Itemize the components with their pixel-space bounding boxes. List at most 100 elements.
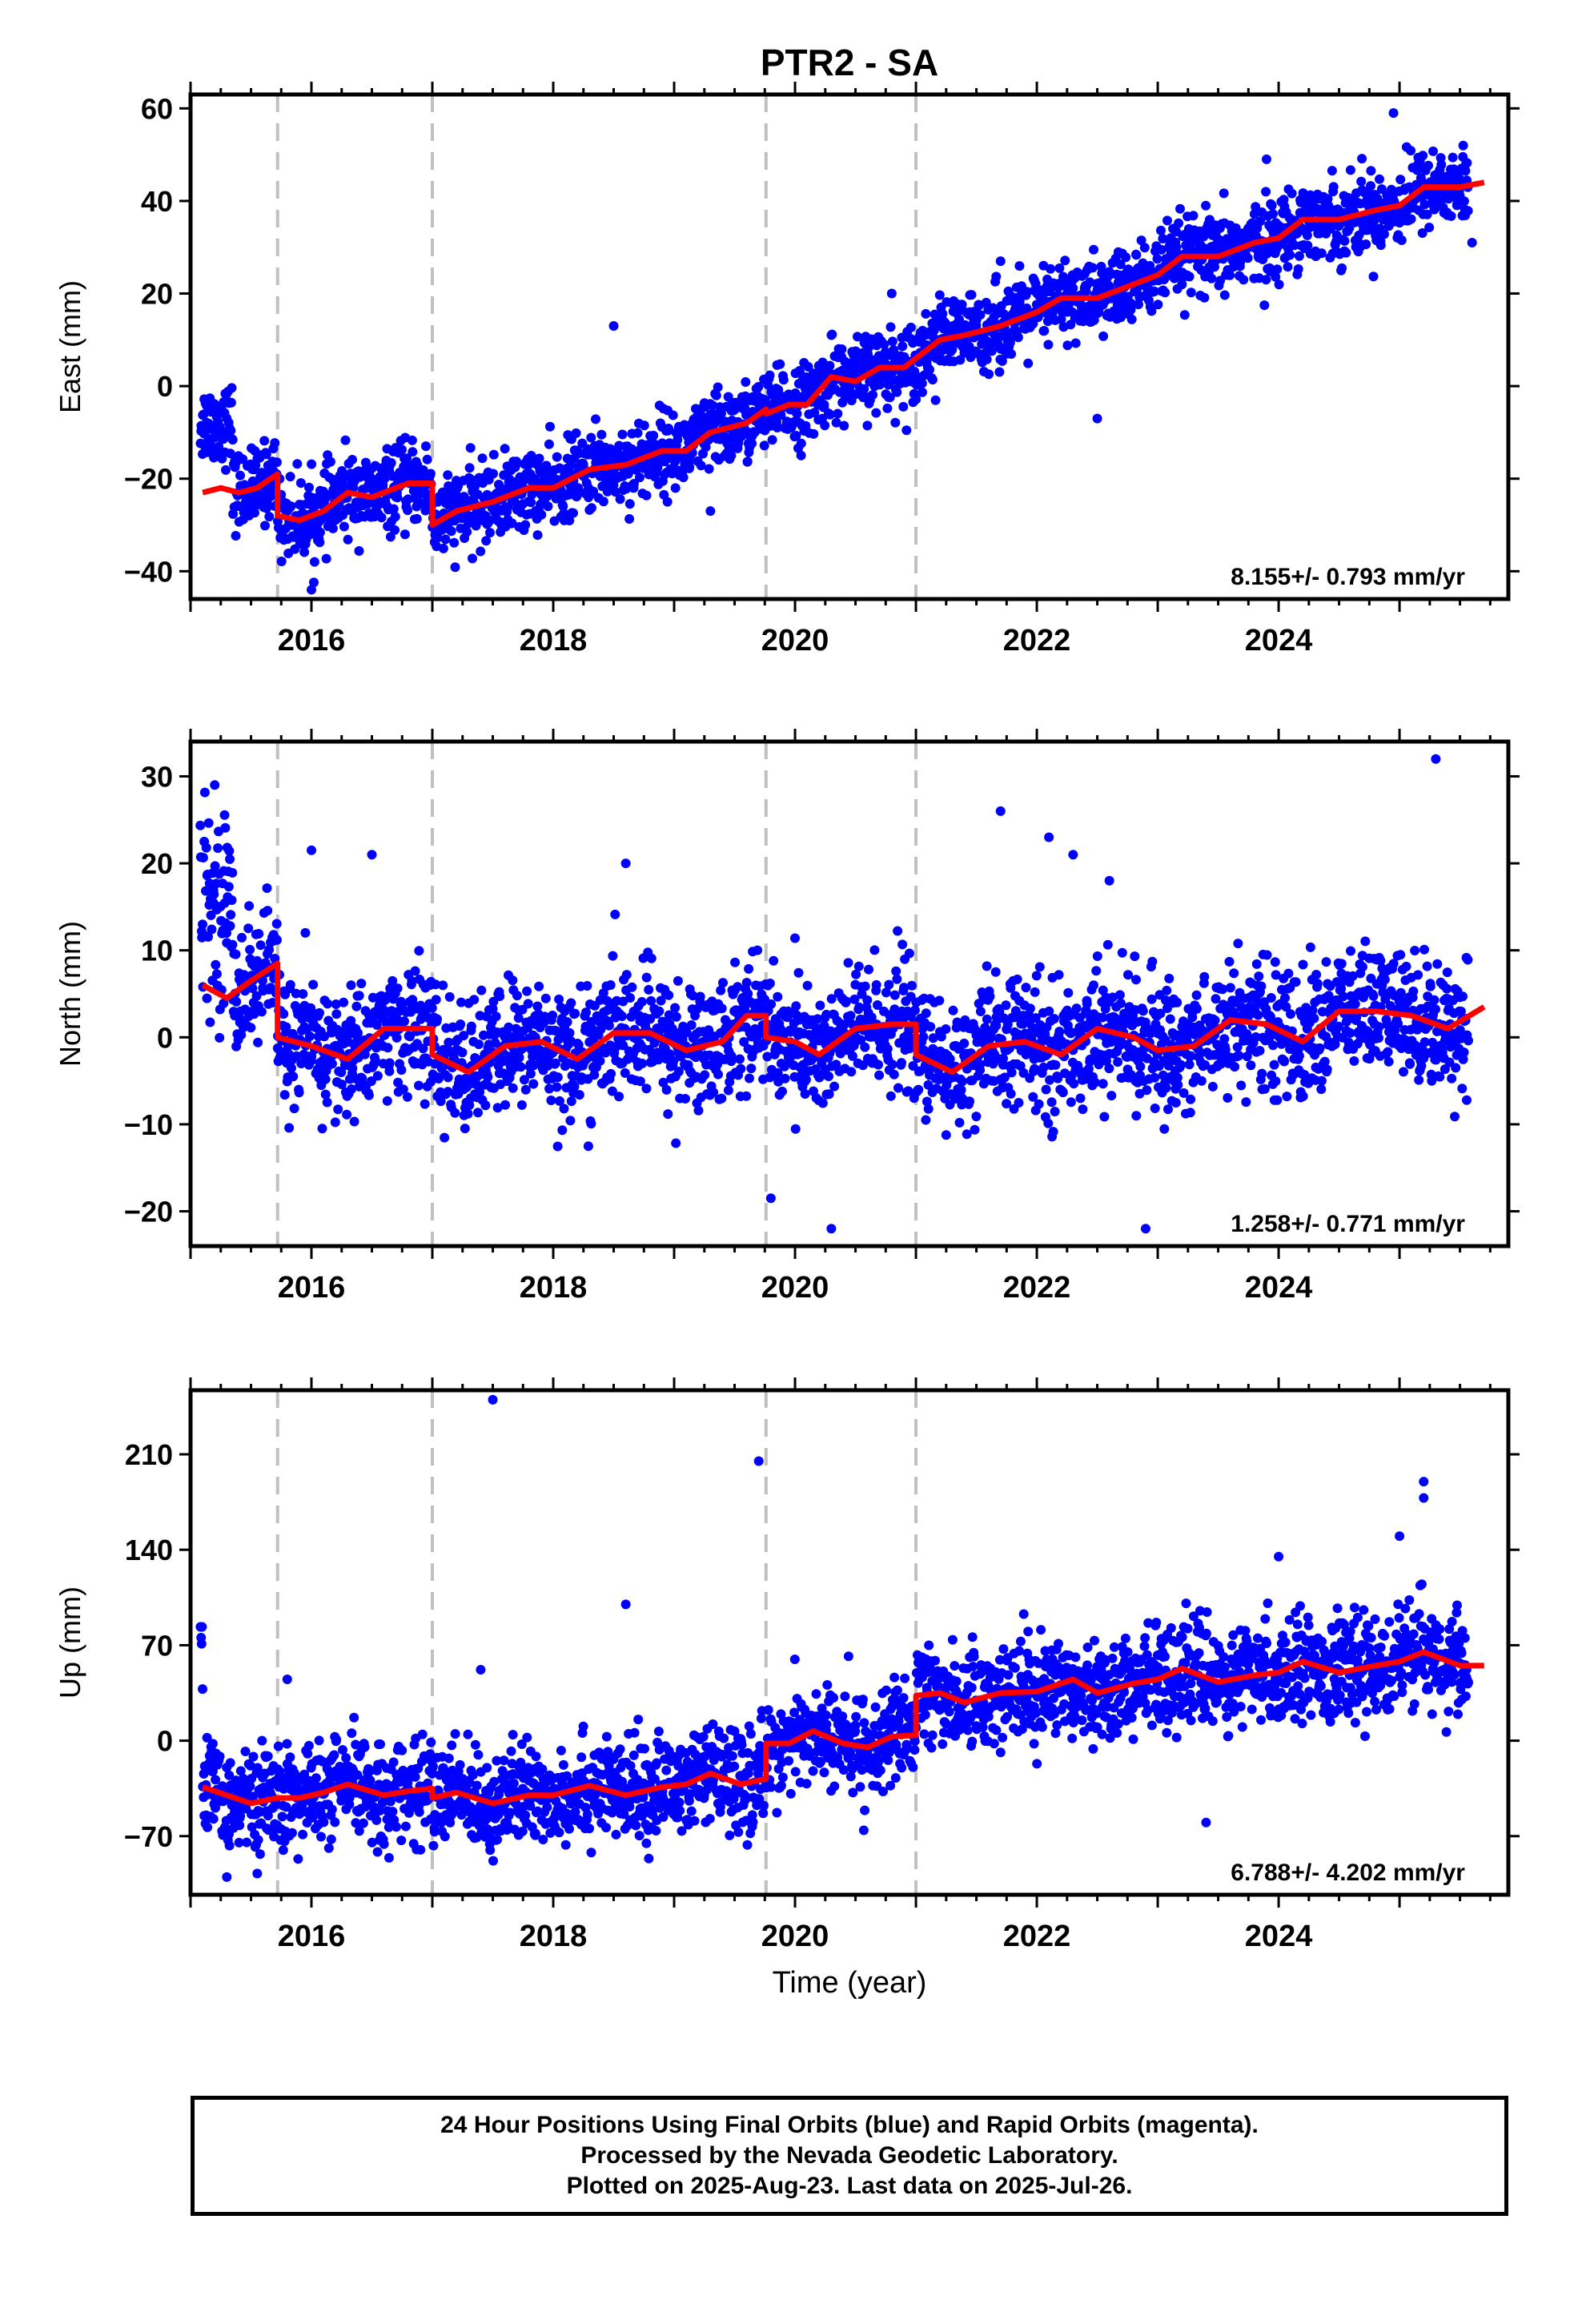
data-point	[1012, 974, 1022, 984]
data-point	[342, 1109, 352, 1120]
data-point	[704, 464, 714, 474]
data-point	[641, 972, 652, 983]
data-point	[528, 1079, 539, 1089]
data-point	[1162, 271, 1172, 281]
data-point	[270, 438, 280, 448]
data-point	[1346, 946, 1355, 956]
data-point	[459, 1031, 469, 1041]
data-point	[320, 1074, 331, 1084]
data-point	[843, 958, 853, 968]
data-point	[1418, 151, 1428, 161]
data-point	[1255, 216, 1266, 227]
data-point	[926, 1022, 936, 1032]
data-point	[849, 994, 860, 1004]
data-point	[226, 397, 236, 408]
data-point	[911, 394, 921, 404]
data-point	[552, 452, 562, 462]
data-point	[504, 1031, 515, 1042]
data-point	[1460, 166, 1471, 176]
data-point	[997, 356, 1007, 366]
data-point	[1163, 1104, 1173, 1115]
data-point	[284, 1123, 295, 1133]
data-point	[1307, 1005, 1318, 1015]
data-point	[605, 980, 616, 990]
data-point	[1303, 240, 1313, 251]
data-point	[1327, 166, 1337, 176]
data-point	[671, 1011, 681, 1022]
data-point	[495, 991, 505, 1001]
data-point	[1286, 1009, 1295, 1019]
data-point	[488, 996, 499, 1007]
data-point	[235, 470, 245, 480]
data-point	[488, 449, 499, 460]
data-point	[696, 460, 706, 471]
data-point	[1102, 939, 1113, 950]
data-point	[663, 1109, 673, 1120]
data-point	[735, 1054, 745, 1064]
data-point	[476, 546, 486, 557]
east-y-tick-label: −20	[124, 463, 173, 496]
data-point	[819, 400, 829, 410]
data-point	[532, 530, 543, 541]
data-point	[254, 929, 264, 939]
data-point	[681, 1094, 690, 1104]
data-point	[1282, 1092, 1292, 1102]
data-point	[384, 1066, 395, 1076]
data-point	[536, 509, 547, 520]
data-point	[1171, 242, 1182, 252]
data-point	[1285, 250, 1295, 260]
east-x-tick-label: 2018	[520, 624, 588, 657]
data-point	[956, 1085, 966, 1095]
data-point	[1131, 975, 1141, 985]
data-point	[1091, 966, 1102, 976]
data-point	[1271, 970, 1281, 980]
data-point	[1152, 254, 1162, 264]
data-point	[586, 1119, 596, 1129]
data-point	[1283, 262, 1293, 272]
data-point	[1272, 1095, 1283, 1105]
data-point	[716, 985, 726, 995]
data-point	[1220, 1044, 1231, 1055]
data-point	[753, 945, 763, 955]
data-point	[726, 1051, 737, 1061]
data-point	[1423, 160, 1433, 171]
data-point	[1219, 290, 1230, 300]
data-point	[523, 1023, 533, 1033]
data-point	[300, 927, 311, 938]
data-point	[1121, 252, 1131, 263]
data-point	[514, 1052, 524, 1063]
data-point	[739, 1037, 749, 1047]
data-point	[390, 512, 400, 522]
data-point	[999, 1072, 1010, 1083]
data-point	[891, 966, 901, 976]
data-point	[370, 1055, 380, 1066]
data-point	[887, 336, 897, 347]
data-point	[921, 1115, 931, 1125]
data-point	[753, 382, 764, 392]
east-y-axis-label: East (mm)	[54, 280, 86, 413]
data-point	[615, 494, 625, 505]
data-point	[250, 508, 259, 518]
data-point	[658, 1077, 669, 1088]
data-point	[201, 842, 211, 853]
data-point	[790, 1124, 801, 1134]
data-point	[330, 1117, 340, 1128]
data-point	[656, 995, 666, 1006]
east-x-tick-label: 2022	[1003, 624, 1071, 657]
data-point	[802, 980, 813, 991]
data-point	[741, 377, 751, 387]
data-point	[759, 440, 769, 451]
data-point	[851, 969, 861, 979]
data-point	[1253, 1010, 1263, 1020]
data-point	[1369, 216, 1379, 227]
data-point	[733, 982, 743, 992]
data-point	[261, 449, 271, 460]
data-point	[1099, 1112, 1110, 1122]
data-point	[685, 455, 696, 465]
data-point	[450, 1108, 460, 1118]
data-point	[1436, 159, 1447, 170]
data-point	[1293, 264, 1303, 274]
data-point	[356, 979, 367, 989]
data-point	[796, 438, 806, 448]
data-point	[276, 557, 287, 566]
